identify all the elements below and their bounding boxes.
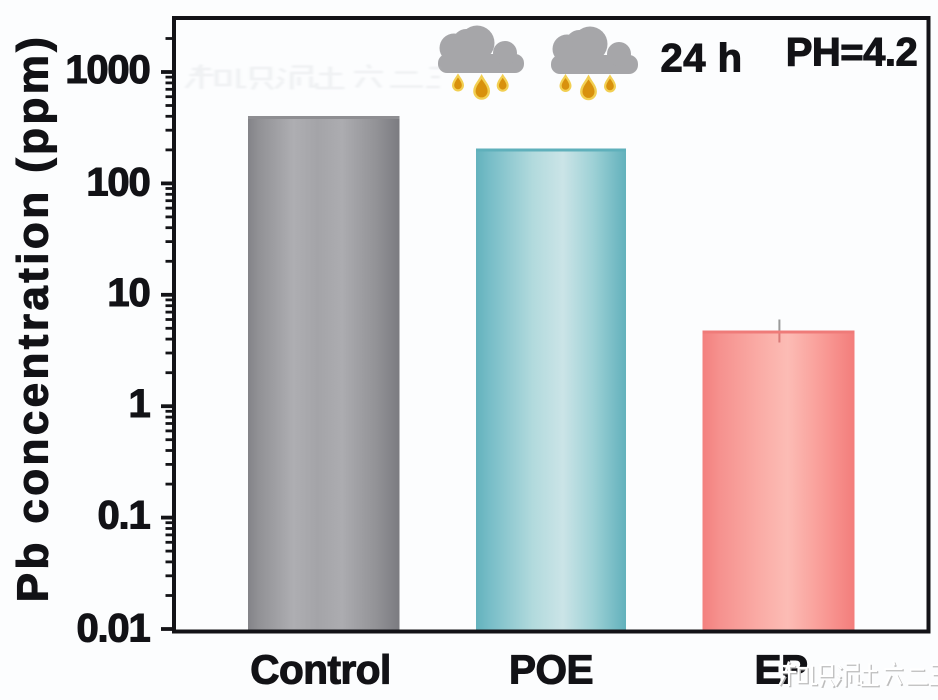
- svg-text:10: 10: [107, 271, 149, 315]
- svg-text:0.1: 0.1: [97, 494, 150, 538]
- svg-text:PH=4.2: PH=4.2: [786, 31, 918, 75]
- svg-text:POE: POE: [509, 647, 593, 693]
- svg-text:24 h: 24 h: [660, 37, 742, 81]
- svg-text:100: 100: [86, 161, 149, 205]
- svg-text:1: 1: [128, 382, 150, 426]
- svg-text:0.01: 0.01: [76, 607, 150, 651]
- svg-text:Control: Control: [250, 647, 390, 693]
- svg-text:1000: 1000: [65, 48, 149, 92]
- svg-text:Pb concentration (ppm): Pb concentration (ppm): [9, 34, 58, 603]
